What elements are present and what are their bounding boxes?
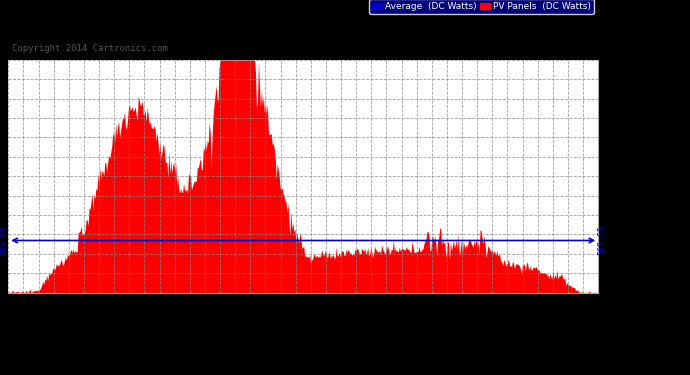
Text: Total PV Panel Power & Average Power Fri Nov 14 16:27: Total PV Panel Power & Average Power Fri… (104, 26, 586, 42)
Text: 569.65: 569.65 (597, 225, 607, 255)
Text: Copyright 2014 Cartronics.com: Copyright 2014 Cartronics.com (12, 44, 168, 52)
Text: 569.65: 569.65 (0, 225, 8, 255)
Legend: Average  (DC Watts), PV Panels  (DC Watts): Average (DC Watts), PV Panels (DC Watts) (369, 0, 593, 14)
